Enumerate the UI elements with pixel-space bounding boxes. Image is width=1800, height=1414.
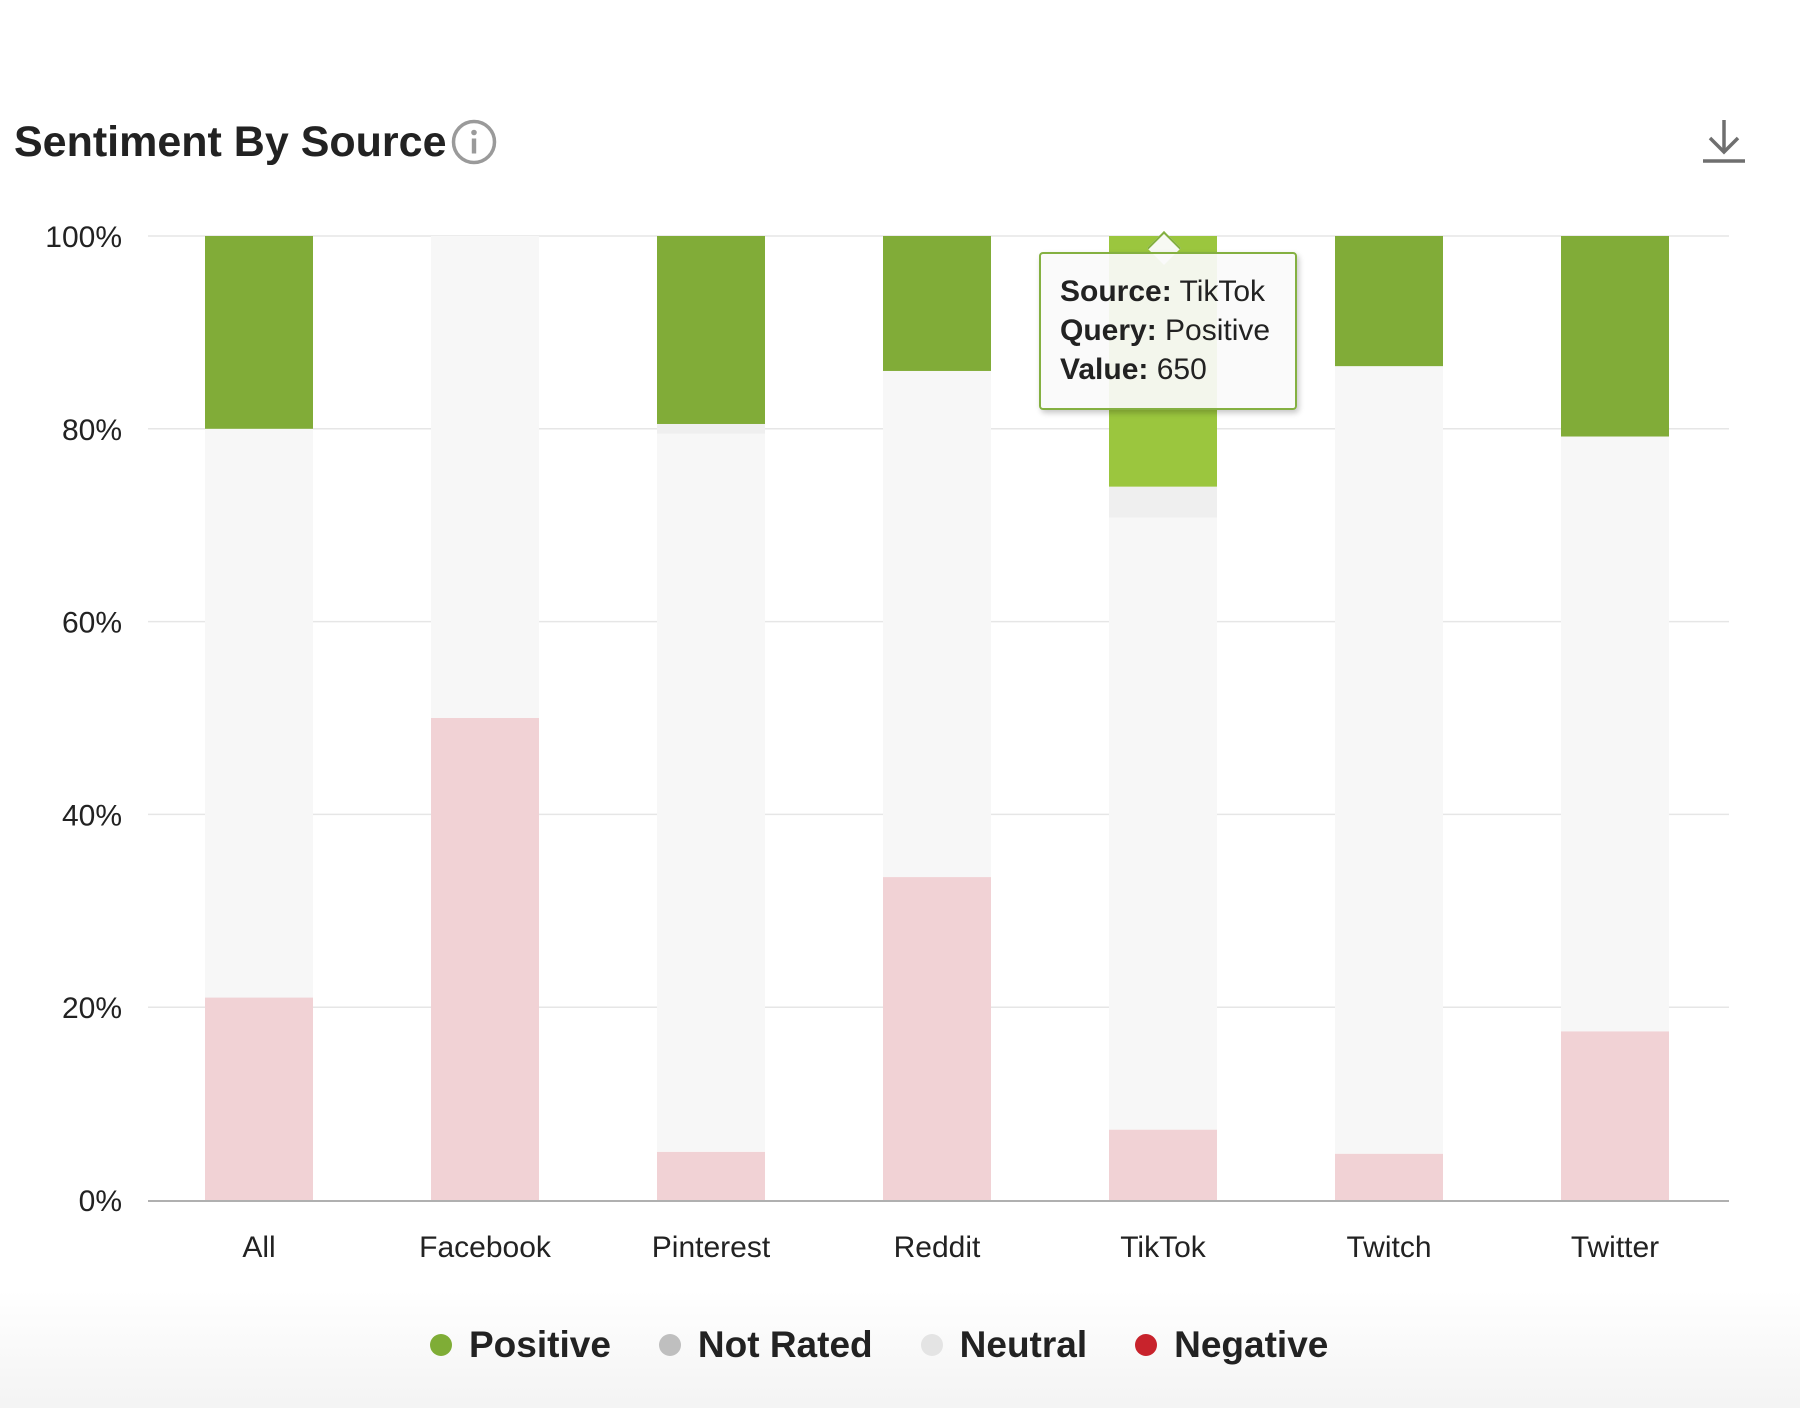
- y-tick-label: 100%: [45, 221, 122, 254]
- tooltip-source-value: TikTok: [1179, 275, 1266, 308]
- bar-neutral-facebook[interactable]: [431, 236, 539, 718]
- y-tick-label: 0%: [79, 1185, 122, 1218]
- legend-label-not-rated: Not Rated: [697, 1324, 873, 1365]
- y-tick-label: 60%: [62, 607, 122, 640]
- tooltip-source-key: Source:: [1060, 275, 1172, 308]
- x-tick-labels: All Facebook Pinterest Reddit TikTok Twitch Tw…: [242, 1231, 1659, 1264]
- tooltip-value-key: Value:: [1060, 353, 1149, 386]
- tooltip-value-row: Value: 650: [1060, 350, 1295, 389]
- legend-dot-positive: [430, 1334, 452, 1356]
- legend-dot-neutral: [920, 1334, 943, 1356]
- download-icon[interactable]: [1700, 116, 1748, 168]
- bar-negative-all[interactable]: [205, 997, 313, 1200]
- tooltip-query-row: Query: Positive: [1060, 311, 1295, 350]
- y-tick-label: 40%: [62, 799, 122, 832]
- legend-label-negative: Negative: [1174, 1324, 1329, 1365]
- legend-dot-not-rated: [658, 1334, 681, 1356]
- bar-negative-facebook[interactable]: [431, 718, 539, 1200]
- bar-neutral-tiktok[interactable]: [1109, 517, 1217, 1130]
- x-tick-label: Pinterest: [652, 1231, 771, 1264]
- chart-title: Sentiment By Source: [14, 118, 447, 166]
- x-tick-label: Twitch: [1346, 1231, 1431, 1264]
- bar-positive-pinterest[interactable]: [657, 236, 765, 424]
- x-tick-label: All: [242, 1231, 275, 1264]
- bar-segments: [205, 236, 1669, 1200]
- y-tick-labels: 0% 20% 40% 60% 80% 100%: [45, 221, 122, 1218]
- bar-negative-twitch[interactable]: [1335, 1153, 1443, 1200]
- legend-item-negative[interactable]: Negative: [1135, 1324, 1328, 1366]
- legend-label-neutral: Neutral: [959, 1324, 1088, 1365]
- bottom-edge: [0, 1408, 1800, 1414]
- bar-positive-twitch[interactable]: [1335, 236, 1443, 367]
- x-tick-label: Facebook: [419, 1231, 552, 1264]
- y-tick-label: 80%: [62, 414, 122, 447]
- tooltip: Source: TikTok Query: Positive Value: 65…: [1039, 252, 1297, 410]
- x-tick-label: TikTok: [1120, 1231, 1207, 1264]
- legend-item-neutral[interactable]: Neutral: [920, 1324, 1088, 1366]
- tooltip-query-key: Query:: [1060, 314, 1157, 347]
- bar-positive-all[interactable]: [205, 236, 313, 429]
- bar-negative-tiktok[interactable]: [1109, 1129, 1217, 1200]
- bar-neutral-reddit[interactable]: [883, 370, 991, 878]
- bar-not-rated-tiktok[interactable]: [1109, 486, 1217, 518]
- tooltip-query-value: Positive: [1165, 314, 1271, 347]
- legend-dot-negative: [1135, 1334, 1158, 1356]
- info-circle-icon[interactable]: [450, 118, 498, 166]
- y-tick-label: 20%: [62, 992, 122, 1025]
- bar-neutral-all[interactable]: [205, 428, 313, 998]
- bar-neutral-pinterest[interactable]: [657, 433, 765, 1152]
- bar-positive-twitter[interactable]: [1561, 236, 1669, 437]
- chart-legend: Positive Not Rated Neutral Negative: [430, 1320, 1376, 1370]
- bar-negative-twitter[interactable]: [1561, 1031, 1669, 1200]
- x-tick-label: Reddit: [894, 1231, 981, 1264]
- bar-neutral-twitch[interactable]: [1335, 366, 1443, 1154]
- tooltip-value-value: 650: [1156, 353, 1207, 386]
- bar-neutral-twitter[interactable]: [1561, 436, 1669, 1032]
- legend-label-positive: Positive: [469, 1324, 611, 1365]
- stacked-bar-chart: 0% 20% 40% 60% 80% 100% All Facebook Pinterest R…: [45, 221, 1729, 1264]
- legend-background: [0, 1290, 1800, 1414]
- x-tick-label: Twitter: [1571, 1231, 1659, 1264]
- bar-not-rated-pinterest[interactable]: [657, 423, 765, 434]
- legend-item-not-rated[interactable]: Not Rated: [658, 1324, 873, 1366]
- tooltip-source-row: Source: TikTok: [1060, 272, 1295, 311]
- bar-negative-reddit[interactable]: [883, 877, 991, 1200]
- legend-item-positive[interactable]: Positive: [430, 1324, 611, 1366]
- bar-positive-reddit[interactable]: [883, 236, 991, 371]
- bar-negative-pinterest[interactable]: [657, 1151, 765, 1200]
